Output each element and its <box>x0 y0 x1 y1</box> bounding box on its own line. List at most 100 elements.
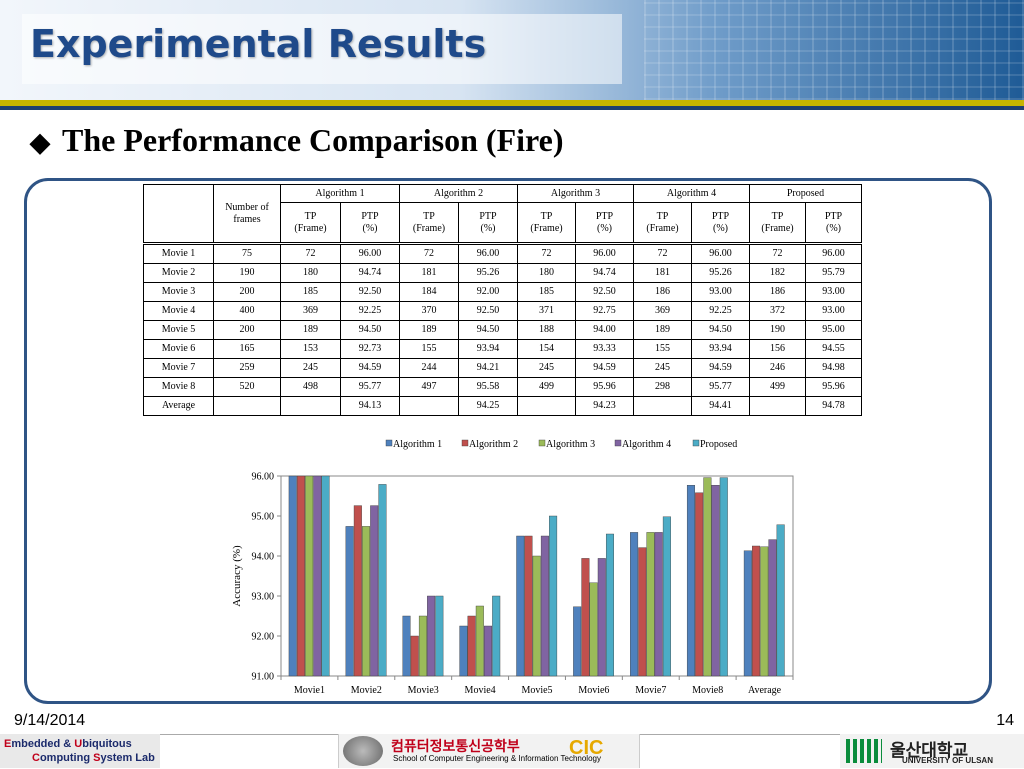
content-frame <box>24 178 992 704</box>
metric-header-unit: (Frame) <box>412 222 446 234</box>
table-subheader-row: TP (Frame) PTP (%) TP (Frame) PTP (%) TP (Frame) P… <box>144 202 862 244</box>
metric-header-unit: (Frame) <box>761 222 794 234</box>
metric-header-label: TP <box>540 210 553 222</box>
bar <box>418 615 427 677</box>
metric-header-unit: (Frame) <box>530 222 563 234</box>
bar <box>549 515 558 677</box>
title-rule-navy <box>0 106 1024 110</box>
lab-logo-line-2: Computing System Lab <box>32 752 155 764</box>
legend-swatch <box>385 439 393 447</box>
slide-date: 9/14/2014 <box>14 712 86 729</box>
metric-header-label: TP <box>423 210 435 222</box>
legend-label: Algorithm 1 <box>393 439 442 450</box>
metric-header-unit: (Frame) <box>294 222 327 234</box>
bar <box>638 547 647 677</box>
slide-title: Experimental Results <box>30 22 487 66</box>
title-rule-gold <box>0 100 1024 106</box>
legend-label: Proposed <box>700 439 737 450</box>
bar <box>703 477 712 677</box>
legend-swatch <box>614 439 622 447</box>
table-row: Average 94.13 94.25 94.23 94.41 94.78 <box>143 396 862 416</box>
university-name-english: UNIVERSITY OF ULSAN <box>902 756 993 765</box>
slide-subtitle: ◆ The Performance Comparison (Fire) <box>30 122 564 159</box>
row-label: Average <box>143 396 214 416</box>
metric-header-unit: (%) <box>713 222 728 234</box>
bar <box>630 532 639 677</box>
university-mark-icon <box>846 739 882 763</box>
table-cell: 94.78 <box>805 396 862 416</box>
diamond-bullet-icon: ◆ <box>30 128 50 157</box>
x-tick-label: Movie7 <box>635 685 666 696</box>
metric-header-label: TP <box>771 210 784 222</box>
table-cell: 94.41 <box>691 396 750 416</box>
x-tick-label: Movie8 <box>692 685 723 696</box>
bar <box>589 582 598 677</box>
circuit-pattern <box>644 0 1024 100</box>
y-axis-label: Accuracy (%) <box>231 545 243 607</box>
x-tick-label: Movie5 <box>521 685 552 696</box>
metric-header: TP (Frame) <box>633 202 692 244</box>
university-seal-icon <box>343 736 383 766</box>
metric-header: TP (Frame) <box>280 202 341 244</box>
metric-header: TP (Frame) <box>749 202 806 244</box>
legend-swatch <box>538 439 546 447</box>
school-name-korean: 컴퓨터정보통신공학부 <box>391 739 520 755</box>
metric-header-unit: (%) <box>597 222 612 234</box>
bar <box>467 615 476 677</box>
x-tick-label: Movie4 <box>465 685 496 696</box>
metric-header-label: PTP <box>824 210 843 222</box>
bar <box>524 535 533 677</box>
x-tick-label: Movie6 <box>578 685 609 696</box>
bar <box>597 558 606 677</box>
metric-header-label: PTP <box>595 210 614 222</box>
frames-header: Number of frames <box>213 184 281 244</box>
bar <box>743 550 752 677</box>
legend-label: Algorithm 2 <box>469 439 518 450</box>
results-table: Number of frames Algorithm 1 Algorithm 2 Al… <box>143 184 862 416</box>
bar <box>516 535 525 677</box>
legend-label: Algorithm 4 <box>622 439 671 450</box>
bar <box>581 558 590 677</box>
lab-logo: Embedded & Ubiquitous Computing System L… <box>0 734 160 768</box>
bar <box>475 605 484 677</box>
slide-page-number: 14 <box>996 712 1014 729</box>
bar <box>532 555 541 677</box>
table-row: Movie 5 200 189 94.50 189 94.50 188 94.00 189 94.… <box>143 320 862 340</box>
table-row: Movie 1 75 72 96.00 72 96.00 72 96.00 72 96.00 72 9… <box>143 242 862 264</box>
bar <box>484 625 493 677</box>
y-tick-label: 95.00 <box>252 512 275 523</box>
metric-header-label: PTP <box>361 210 379 222</box>
lab-logo-line-1: Embedded & Ubiquitous <box>4 738 132 750</box>
bar <box>353 505 362 677</box>
bar <box>427 595 436 677</box>
bar <box>605 533 614 677</box>
bar <box>362 526 371 677</box>
cic-mark: CIC <box>569 737 604 759</box>
table-row: Movie 3 200 185 92.50 184 92.00 185 92.50 186 93.… <box>143 282 862 302</box>
metric-header-label: PTP <box>711 210 730 222</box>
bar <box>459 625 468 677</box>
bar <box>768 539 777 677</box>
bar <box>305 475 314 677</box>
bar <box>492 595 501 677</box>
bar <box>313 475 322 677</box>
metric-header-label: PTP <box>479 210 497 222</box>
bar <box>435 595 444 677</box>
y-tick-label: 92.00 <box>252 632 275 643</box>
bar <box>646 532 655 677</box>
metric-header-unit: (%) <box>362 222 378 234</box>
metric-header: TP (Frame) <box>399 202 459 244</box>
bar <box>345 526 354 677</box>
metric-header: TP (Frame) <box>517 202 576 244</box>
legend-swatch <box>692 439 700 447</box>
bar <box>321 475 330 677</box>
x-tick-label: Movie3 <box>408 685 439 696</box>
bar <box>540 535 549 677</box>
bar <box>296 475 305 677</box>
bar <box>686 485 695 677</box>
bar <box>378 484 387 677</box>
bar <box>711 485 720 677</box>
title-box <box>22 14 622 84</box>
metric-header: PTP (%) <box>691 202 750 244</box>
